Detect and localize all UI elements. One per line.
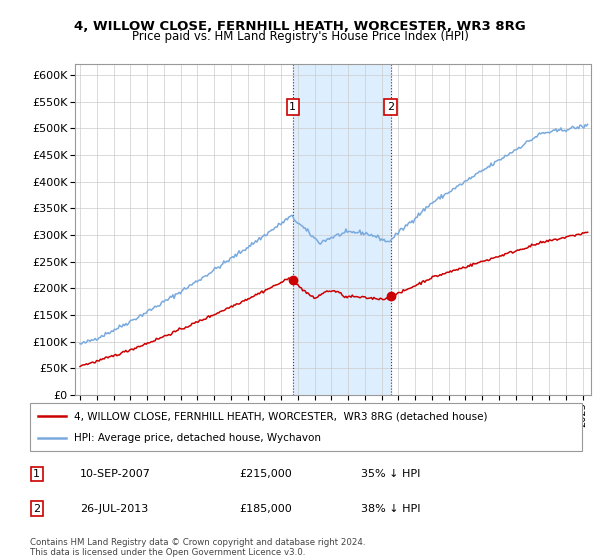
Text: HPI: Average price, detached house, Wychavon: HPI: Average price, detached house, Wych…: [74, 433, 321, 443]
Text: 2: 2: [387, 102, 394, 112]
Text: 10-SEP-2007: 10-SEP-2007: [80, 469, 151, 479]
Text: Price paid vs. HM Land Registry's House Price Index (HPI): Price paid vs. HM Land Registry's House …: [131, 30, 469, 43]
Bar: [293, 64, 391, 395]
Text: 2: 2: [33, 504, 40, 514]
Text: Contains HM Land Registry data © Crown copyright and database right 2024.
This d: Contains HM Land Registry data © Crown c…: [30, 538, 365, 557]
Text: £215,000: £215,000: [240, 469, 293, 479]
Text: £185,000: £185,000: [240, 504, 293, 514]
Text: 26-JUL-2013: 26-JUL-2013: [80, 504, 148, 514]
Text: 4, WILLOW CLOSE, FERNHILL HEATH, WORCESTER,  WR3 8RG (detached house): 4, WILLOW CLOSE, FERNHILL HEATH, WORCEST…: [74, 411, 488, 421]
Text: 1: 1: [289, 102, 296, 112]
Text: 35% ↓ HPI: 35% ↓ HPI: [361, 469, 421, 479]
Text: 38% ↓ HPI: 38% ↓ HPI: [361, 504, 421, 514]
FancyBboxPatch shape: [30, 403, 582, 451]
Text: 1: 1: [33, 469, 40, 479]
Text: 4, WILLOW CLOSE, FERNHILL HEATH, WORCESTER, WR3 8RG: 4, WILLOW CLOSE, FERNHILL HEATH, WORCEST…: [74, 20, 526, 32]
